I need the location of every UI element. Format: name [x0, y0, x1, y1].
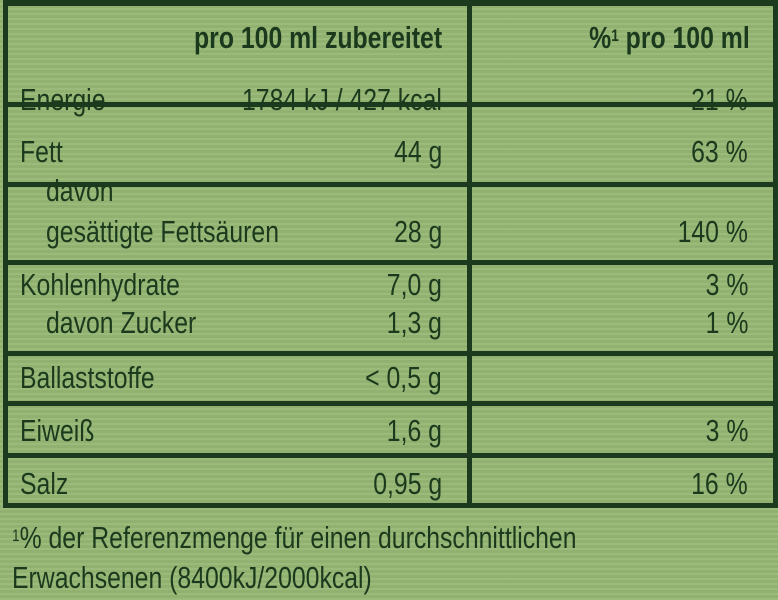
row-divider — [3, 182, 778, 187]
row-name: gesättigte Fettsäuren — [46, 214, 279, 249]
row-name: Fett — [20, 134, 63, 169]
row-name: Salz — [20, 466, 69, 501]
column-divider — [467, 0, 472, 508]
row-percent: 21 % — [691, 82, 748, 117]
row-name: Energie — [20, 82, 106, 117]
border-bottom — [3, 503, 778, 508]
header-per-100ml: pro 100 ml zubereitet — [193, 20, 442, 55]
row-value: 7,0 g — [386, 267, 442, 302]
footnote-line-1: 1% der Referenzmenge für einen durchschn… — [12, 520, 577, 556]
border-right — [773, 0, 778, 508]
row-value: 1784 kJ / 427 kcal — [242, 82, 442, 117]
header-footnote-mark: 1 — [611, 26, 620, 45]
row-value: 44 g — [393, 134, 442, 169]
row-divider — [3, 351, 778, 356]
row-name: davon Zucker — [46, 305, 197, 340]
row-percent: 1 % — [705, 305, 748, 340]
row-value: 28 g — [393, 214, 442, 249]
header-percent: %1 pro 100 ml — [589, 20, 750, 56]
footnote-text: % der Referenzmenge für einen durchschni… — [19, 520, 577, 555]
row-divider — [3, 260, 778, 265]
row-name: Eiweiß — [20, 413, 95, 448]
row-divider — [3, 401, 778, 406]
row-name: davon — [46, 173, 114, 208]
footnote-mark: 1 — [12, 526, 20, 545]
row-divider — [3, 102, 778, 107]
row-value: 1,6 g — [386, 413, 442, 448]
row-value: 0,95 g — [373, 466, 442, 501]
row-percent: 140 % — [677, 214, 748, 249]
header-percent-label: pro 100 ml — [619, 20, 750, 55]
footnote-line-2: Erwachsenen (8400kJ/2000kcal) — [12, 560, 372, 595]
row-percent: 63 % — [691, 134, 748, 169]
header-percent-sign: % — [589, 20, 612, 55]
border-top — [3, 0, 778, 6]
row-percent: 3 % — [705, 267, 748, 302]
row-value: < 0,5 g — [365, 360, 442, 395]
row-percent: 16 % — [691, 466, 748, 501]
row-name: Kohlenhydrate — [20, 267, 180, 302]
row-name: Ballaststoffe — [20, 360, 155, 395]
row-percent: 3 % — [705, 413, 748, 448]
row-divider — [3, 453, 778, 458]
border-left — [3, 0, 8, 508]
row-value: 1,3 g — [386, 305, 442, 340]
